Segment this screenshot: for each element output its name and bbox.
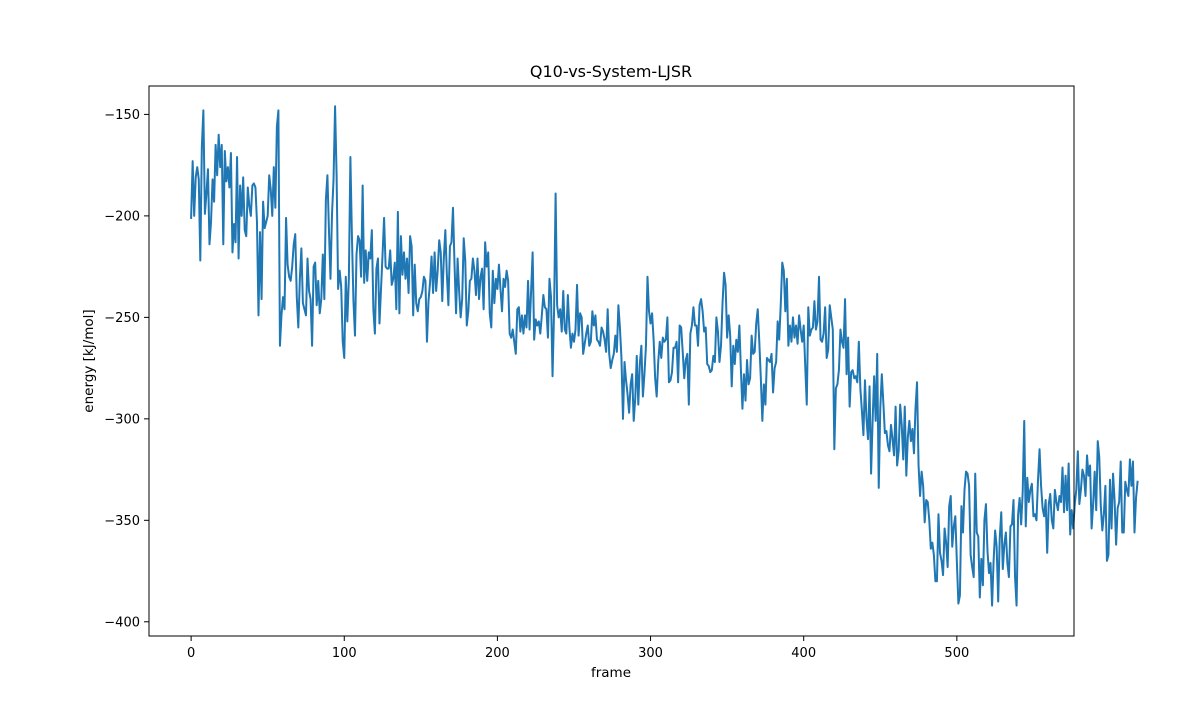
x-tick-label: 100 (332, 646, 357, 661)
y-tick-label: −150 (104, 108, 140, 123)
y-tick-label: −400 (104, 615, 140, 630)
y-axis-label: energy [kJ/mol] (81, 309, 97, 412)
y-tick-label: −250 (104, 311, 140, 326)
series-line-0 (190, 105, 1139, 607)
x-tick-label: 0 (187, 646, 195, 661)
x-tick-label: 500 (944, 646, 969, 661)
x-tick-label: 300 (638, 646, 663, 661)
axis-ticks: 0 100 200 300 400 500 −150 −200 −250 −300 −350 −400 (104, 108, 969, 661)
y-tick-label: −200 (104, 209, 140, 224)
y-tick-label: −300 (104, 412, 140, 427)
plot-marks (190, 105, 1139, 607)
x-axis-label: frame (591, 665, 631, 681)
x-tick-label: 200 (485, 646, 510, 661)
y-tick-label: −350 (104, 514, 140, 529)
chart-title: Q10-vs-System-LJSR (530, 62, 692, 81)
x-tick-label: 400 (791, 646, 816, 661)
plot-frame (148, 85, 1075, 637)
